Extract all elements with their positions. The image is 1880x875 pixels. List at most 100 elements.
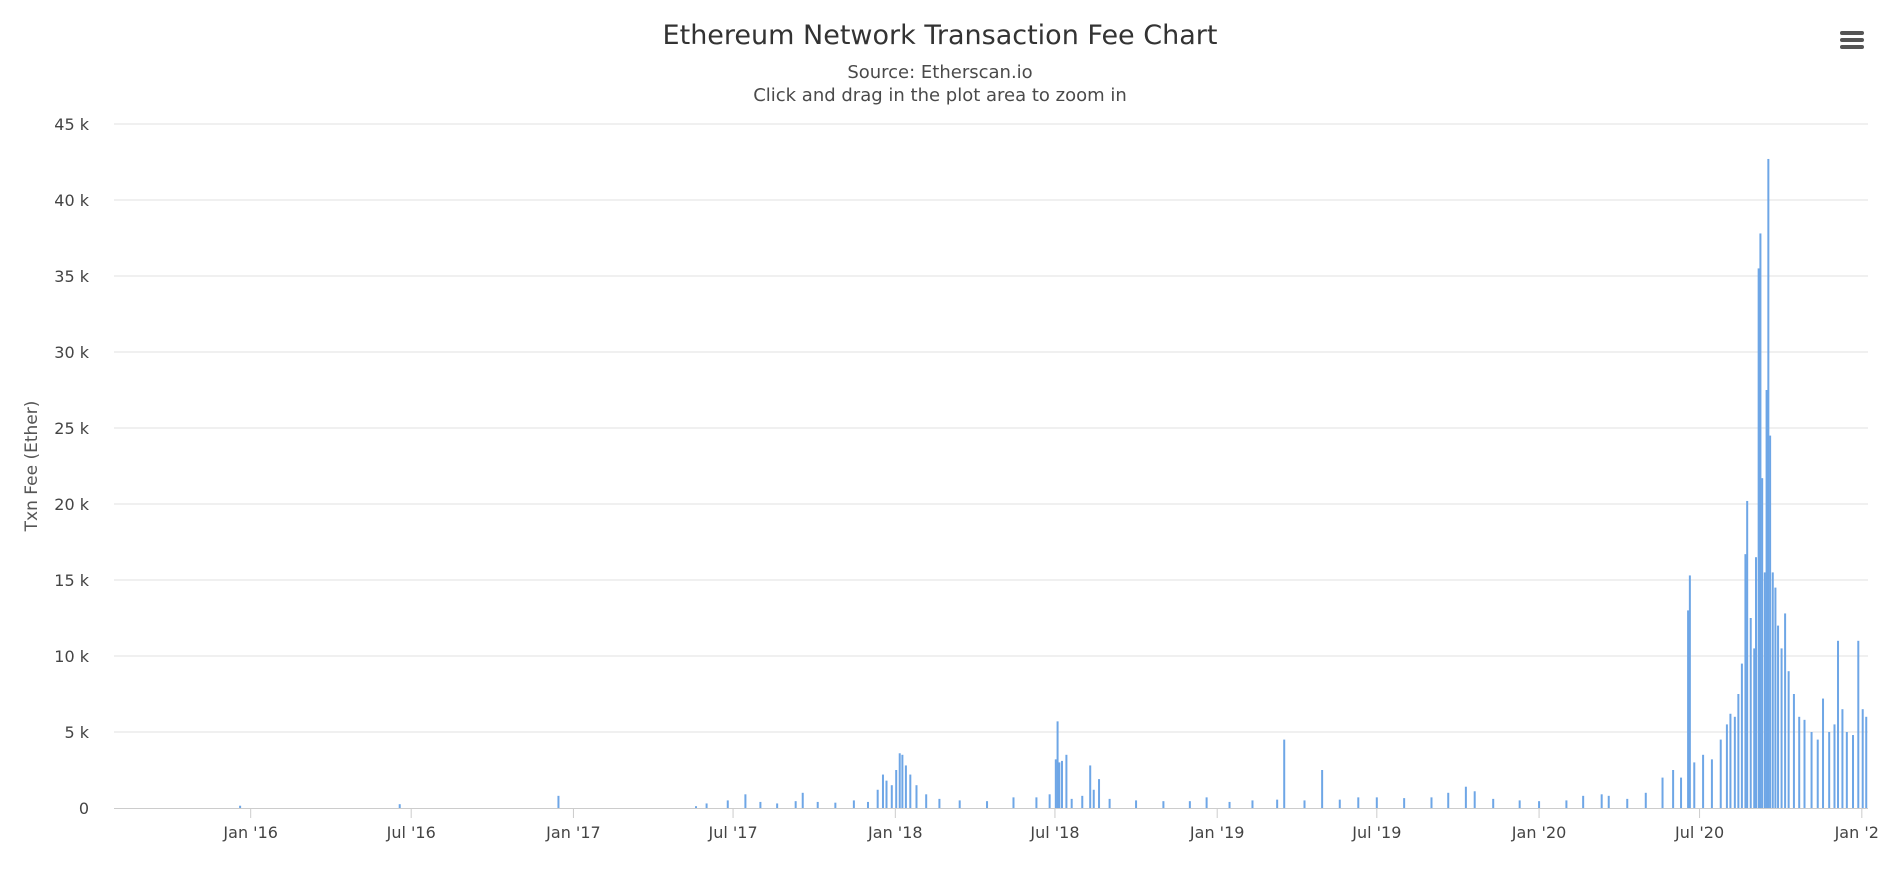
context-menu-button[interactable] bbox=[1838, 26, 1866, 54]
data-bar[interactable] bbox=[1338, 799, 1341, 808]
data-bar[interactable] bbox=[1833, 724, 1836, 808]
data-bar[interactable] bbox=[1054, 759, 1057, 808]
data-bar[interactable] bbox=[1098, 779, 1101, 808]
data-bar[interactable] bbox=[1737, 694, 1740, 808]
data-bar[interactable] bbox=[1538, 801, 1541, 808]
data-bar[interactable] bbox=[866, 801, 869, 808]
data-bar[interactable] bbox=[705, 803, 708, 808]
data-bar[interactable] bbox=[885, 780, 888, 808]
data-bar[interactable] bbox=[1688, 575, 1691, 808]
data-bar[interactable] bbox=[1060, 760, 1063, 808]
data-bar[interactable] bbox=[1276, 799, 1279, 808]
data-bar[interactable] bbox=[1600, 794, 1603, 808]
data-bar[interactable] bbox=[1719, 739, 1722, 808]
data-bar[interactable] bbox=[1035, 797, 1038, 808]
data-bar[interactable] bbox=[1092, 789, 1095, 808]
data-bar[interactable] bbox=[801, 792, 804, 808]
data-bar[interactable] bbox=[901, 754, 904, 808]
data-bar[interactable] bbox=[776, 803, 779, 808]
data-bar[interactable] bbox=[398, 804, 401, 808]
data-bar[interactable] bbox=[1784, 613, 1787, 808]
data-bar[interactable] bbox=[852, 800, 855, 808]
data-bar[interactable] bbox=[1251, 800, 1254, 808]
data-bar[interactable] bbox=[1357, 797, 1360, 808]
data-bar[interactable] bbox=[1492, 798, 1495, 808]
data-bar[interactable] bbox=[1861, 709, 1864, 808]
data-bar[interactable] bbox=[816, 801, 819, 808]
data-bar[interactable] bbox=[1065, 754, 1068, 808]
data-bar[interactable] bbox=[1582, 795, 1585, 808]
data-bar[interactable] bbox=[1767, 158, 1770, 808]
data-bar[interactable] bbox=[898, 753, 901, 808]
data-bar[interactable] bbox=[1228, 801, 1231, 808]
data-bar[interactable] bbox=[695, 806, 698, 808]
data-bar[interactable] bbox=[1081, 795, 1084, 808]
data-bar[interactable] bbox=[1787, 671, 1790, 808]
data-bar[interactable] bbox=[1841, 709, 1844, 808]
data-bar[interactable] bbox=[1687, 610, 1690, 808]
data-bar[interactable] bbox=[1744, 554, 1747, 808]
data-bar[interactable] bbox=[925, 794, 928, 808]
data-bar[interactable] bbox=[1205, 797, 1208, 808]
data-bar[interactable] bbox=[1056, 721, 1059, 808]
data-bar[interactable] bbox=[915, 785, 918, 808]
data-bar[interactable] bbox=[1375, 797, 1378, 808]
data-bar[interactable] bbox=[1058, 762, 1061, 808]
data-bar[interactable] bbox=[1765, 390, 1768, 808]
data-bar[interactable] bbox=[1473, 791, 1476, 808]
data-bar[interactable] bbox=[1283, 739, 1286, 808]
data-bar[interactable] bbox=[1769, 435, 1772, 808]
data-bar[interactable] bbox=[1725, 724, 1728, 808]
data-bar[interactable] bbox=[1740, 663, 1743, 808]
data-bar[interactable] bbox=[1162, 801, 1165, 808]
data-bar[interactable] bbox=[1680, 777, 1683, 808]
data-bar[interactable] bbox=[1729, 713, 1732, 808]
data-bar[interactable] bbox=[1661, 777, 1664, 808]
data-bar[interactable] bbox=[1774, 587, 1777, 808]
data-bar[interactable] bbox=[881, 774, 884, 808]
data-bar[interactable] bbox=[1803, 719, 1806, 808]
data-bar[interactable] bbox=[986, 801, 989, 808]
data-bar[interactable] bbox=[744, 794, 747, 808]
data-bar[interactable] bbox=[1447, 792, 1450, 808]
data-bar[interactable] bbox=[1135, 800, 1138, 808]
data-bar[interactable] bbox=[904, 765, 907, 808]
data-bar[interactable] bbox=[1822, 698, 1825, 808]
data-bar[interactable] bbox=[1792, 694, 1795, 808]
data-bar[interactable] bbox=[1852, 735, 1855, 808]
data-bar[interactable] bbox=[759, 801, 762, 808]
data-bar[interactable] bbox=[239, 805, 242, 808]
data-bar[interactable] bbox=[1777, 625, 1780, 808]
data-bar[interactable] bbox=[1565, 800, 1568, 808]
data-bar[interactable] bbox=[1837, 640, 1840, 808]
data-bar[interactable] bbox=[958, 800, 961, 808]
data-bar[interactable] bbox=[1798, 716, 1801, 808]
data-bar[interactable] bbox=[1188, 801, 1191, 808]
data-bar[interactable] bbox=[1753, 648, 1756, 808]
data-bar[interactable] bbox=[1012, 797, 1015, 808]
data-bar[interactable] bbox=[1672, 770, 1675, 808]
data-bar[interactable] bbox=[1321, 770, 1324, 808]
data-bar[interactable] bbox=[1644, 792, 1647, 808]
data-bar[interactable] bbox=[938, 798, 941, 808]
data-bar[interactable] bbox=[1108, 798, 1111, 808]
data-bar[interactable] bbox=[1710, 759, 1713, 808]
data-bar[interactable] bbox=[1702, 754, 1705, 808]
data-bar[interactable] bbox=[1733, 716, 1736, 808]
data-bar[interactable] bbox=[1857, 640, 1860, 808]
data-bar[interactable] bbox=[1403, 798, 1406, 808]
data-bar[interactable] bbox=[1089, 765, 1092, 808]
data-bar[interactable] bbox=[1816, 739, 1819, 808]
data-bar[interactable] bbox=[834, 802, 837, 808]
data-bar[interactable] bbox=[1607, 795, 1610, 808]
data-bar[interactable] bbox=[1865, 716, 1868, 808]
data-bar[interactable] bbox=[1759, 233, 1762, 808]
data-bar[interactable] bbox=[1303, 800, 1306, 808]
data-bar[interactable] bbox=[1430, 797, 1433, 808]
data-bar[interactable] bbox=[1828, 732, 1831, 808]
data-bar[interactable] bbox=[1518, 800, 1521, 808]
data-bar[interactable] bbox=[1749, 618, 1752, 808]
data-bar[interactable] bbox=[890, 785, 893, 808]
data-bar[interactable] bbox=[1626, 798, 1629, 808]
